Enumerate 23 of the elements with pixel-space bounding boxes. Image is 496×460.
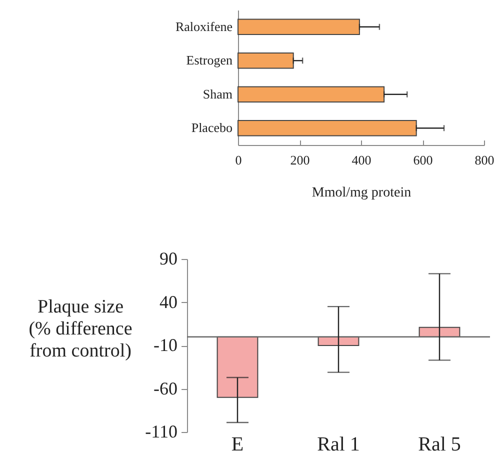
bar	[238, 120, 417, 136]
bar	[238, 52, 294, 69]
y-tick-label: Sham	[202, 86, 232, 102]
x-tick-label: 800	[474, 152, 494, 168]
y-tick-label: 40	[160, 292, 178, 312]
bar	[238, 18, 360, 35]
x-tick-label: 600	[413, 152, 433, 168]
y-tick-label: 90	[160, 248, 178, 268]
y-tick-label: Placebo	[191, 120, 232, 136]
y-tick-label: Estrogen	[186, 52, 233, 68]
x-tick-label: Ral 5	[418, 434, 461, 456]
x-tick-label: 400	[352, 152, 372, 168]
y-tick-label: -110	[145, 422, 178, 442]
y-tick-label: -60	[154, 378, 178, 398]
x-tick-label: E	[231, 434, 244, 456]
x-tick-label: 0	[235, 152, 242, 168]
x-axis-title: Mmol/mg protein	[312, 186, 412, 200]
x-tick-label: 200	[290, 152, 310, 168]
y-axis-title: Plaque size (% difference from control)	[28, 296, 132, 362]
bar	[238, 86, 385, 102]
y-tick-label: -10	[154, 335, 178, 355]
y-tick-label: Raloxifene	[175, 18, 233, 34]
x-tick-label: Ral 1	[317, 434, 360, 456]
